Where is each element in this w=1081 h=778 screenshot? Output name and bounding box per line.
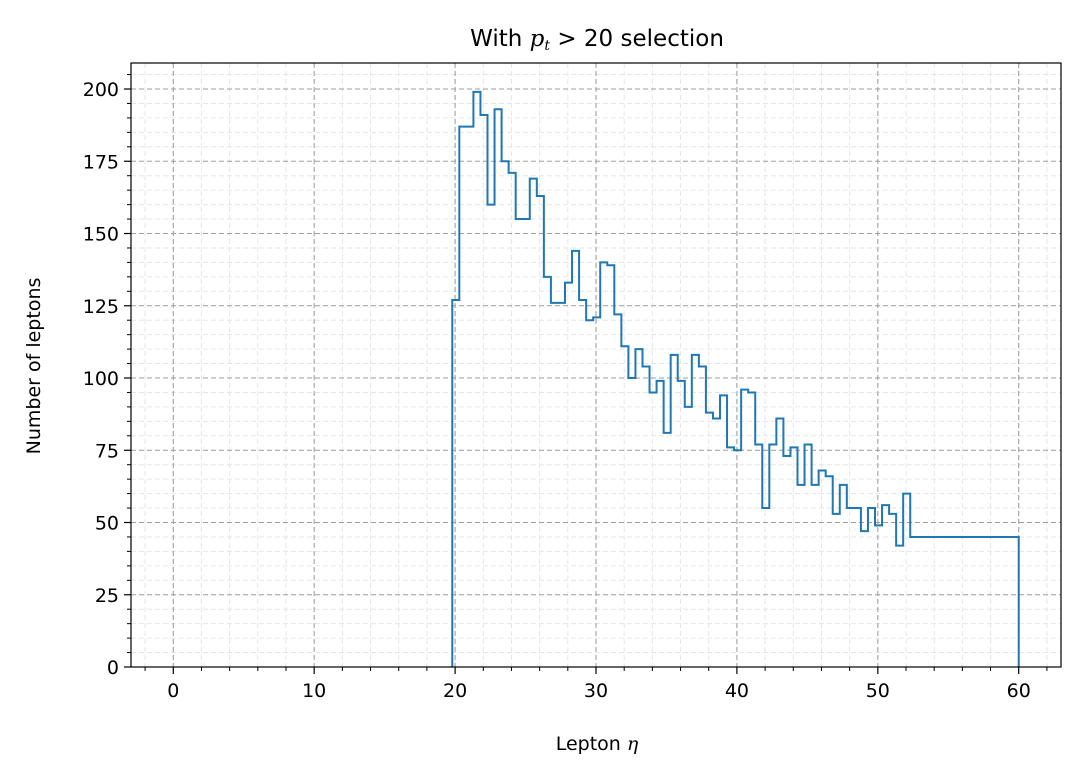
major-grid	[131, 63, 1061, 667]
title-prefix: With	[470, 26, 530, 52]
title-suffix: selection	[613, 26, 724, 52]
x-tick-label: 30	[584, 680, 608, 702]
x-tick-label: 20	[443, 680, 467, 702]
x-axis-label-symbol: η	[627, 733, 639, 755]
x-tick-label: 10	[302, 680, 326, 702]
y-tick-label: 50	[95, 513, 119, 535]
histogram-series	[451, 90, 1020, 667]
y-tick-label: 100	[83, 368, 119, 390]
x-tick-label: 40	[725, 680, 749, 702]
x-tick-label: 50	[866, 680, 890, 702]
y-tick-label: 200	[83, 79, 119, 101]
axis-ticks	[124, 74, 1048, 674]
y-tick-label: 0	[107, 657, 119, 679]
y-tick-label: 75	[95, 440, 119, 462]
x-axis-label-text: Lepton	[556, 733, 627, 755]
title-math-var: p	[530, 26, 545, 52]
y-tick-labels: 0 25 50 75 100 125 150 175 200	[83, 79, 119, 679]
y-tick-label: 25	[95, 585, 119, 607]
title-math-rest: > 20	[550, 26, 613, 52]
x-axis-label: Lepton η	[556, 733, 639, 755]
x-tick-labels: 0 10 20 30 40 50 60	[167, 680, 1031, 702]
y-tick-label: 150	[83, 224, 119, 246]
y-tick-label: 175	[83, 151, 119, 173]
x-tick-label: 0	[167, 680, 179, 702]
chart-title: With pt > 20 selection	[470, 26, 724, 54]
x-tick-label: 60	[1007, 680, 1031, 702]
y-tick-label: 125	[83, 296, 119, 318]
histogram-step-line	[451, 90, 1020, 667]
y-axis-label: Number of leptons	[23, 278, 45, 455]
title-math-sub: t	[544, 38, 550, 54]
